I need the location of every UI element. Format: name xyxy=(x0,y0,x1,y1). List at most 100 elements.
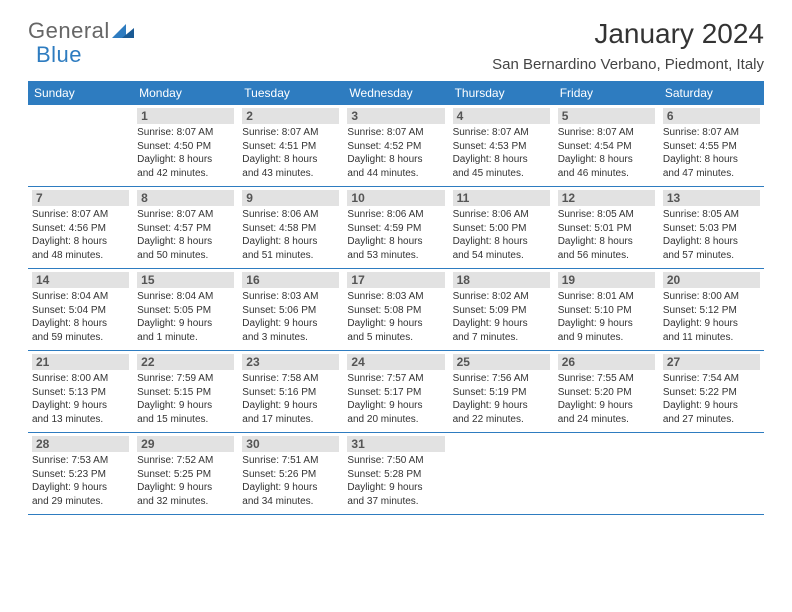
day-number: 4 xyxy=(453,108,550,124)
day-details: Sunrise: 8:07 AMSunset: 4:52 PMDaylight:… xyxy=(347,126,444,180)
day-details: Sunrise: 7:51 AMSunset: 5:26 PMDaylight:… xyxy=(242,454,339,508)
daylight-text: and 9 minutes. xyxy=(558,331,655,345)
daylight-text: Daylight: 9 hours xyxy=(32,399,129,413)
daylight-text: and 13 minutes. xyxy=(32,413,129,427)
logo-word-1: General xyxy=(28,18,110,44)
day-details: Sunrise: 7:55 AMSunset: 5:20 PMDaylight:… xyxy=(558,372,655,426)
logo: General xyxy=(28,18,136,44)
day-number: 16 xyxy=(242,272,339,288)
day-number: 22 xyxy=(137,354,234,370)
sunrise-text: Sunrise: 7:51 AM xyxy=(242,454,339,468)
sunset-text: Sunset: 5:04 PM xyxy=(32,304,129,318)
sunset-text: Sunset: 5:17 PM xyxy=(347,386,444,400)
sunset-text: Sunset: 5:08 PM xyxy=(347,304,444,318)
sunrise-text: Sunrise: 8:06 AM xyxy=(347,208,444,222)
daylight-text: Daylight: 8 hours xyxy=(453,235,550,249)
calendar-day-cell: 17Sunrise: 8:03 AMSunset: 5:08 PMDayligh… xyxy=(343,269,448,351)
sunrise-text: Sunrise: 7:56 AM xyxy=(453,372,550,386)
daylight-text: and 56 minutes. xyxy=(558,249,655,263)
day-details: Sunrise: 8:02 AMSunset: 5:09 PMDaylight:… xyxy=(453,290,550,344)
sunset-text: Sunset: 4:52 PM xyxy=(347,140,444,154)
daylight-text: Daylight: 9 hours xyxy=(137,399,234,413)
sunrise-text: Sunrise: 7:53 AM xyxy=(32,454,129,468)
sunrise-text: Sunrise: 7:54 AM xyxy=(663,372,760,386)
calendar-body: 1Sunrise: 8:07 AMSunset: 4:50 PMDaylight… xyxy=(28,105,764,515)
daylight-text: and 11 minutes. xyxy=(663,331,760,345)
daylight-text: Daylight: 9 hours xyxy=(347,317,444,331)
daylight-text: Daylight: 8 hours xyxy=(242,153,339,167)
day-number: 31 xyxy=(347,436,444,452)
day-details: Sunrise: 8:07 AMSunset: 4:54 PMDaylight:… xyxy=(558,126,655,180)
daylight-text: and 27 minutes. xyxy=(663,413,760,427)
daylight-text: Daylight: 9 hours xyxy=(558,317,655,331)
day-number: 20 xyxy=(663,272,760,288)
daylight-text: and 47 minutes. xyxy=(663,167,760,181)
day-number: 10 xyxy=(347,190,444,206)
daylight-text: Daylight: 9 hours xyxy=(347,399,444,413)
daylight-text: Daylight: 8 hours xyxy=(453,153,550,167)
daylight-text: Daylight: 8 hours xyxy=(32,317,129,331)
sunrise-text: Sunrise: 8:06 AM xyxy=(453,208,550,222)
sunset-text: Sunset: 5:28 PM xyxy=(347,468,444,482)
day-details: Sunrise: 7:54 AMSunset: 5:22 PMDaylight:… xyxy=(663,372,760,426)
calendar-day-cell: 15Sunrise: 8:04 AMSunset: 5:05 PMDayligh… xyxy=(133,269,238,351)
calendar-day-cell xyxy=(659,433,764,515)
calendar-day-cell: 3Sunrise: 8:07 AMSunset: 4:52 PMDaylight… xyxy=(343,105,448,187)
day-details: Sunrise: 8:07 AMSunset: 4:57 PMDaylight:… xyxy=(137,208,234,262)
calendar-day-cell: 31 Sunrise: 7:50 AMSunset: 5:28 PMDayligh… xyxy=(343,433,448,515)
sunset-text: Sunset: 5:20 PM xyxy=(558,386,655,400)
daylight-text: and 48 minutes. xyxy=(32,249,129,263)
day-details: Sunrise: 8:04 AMSunset: 5:04 PMDaylight:… xyxy=(32,290,129,344)
sunset-text: Sunset: 4:57 PM xyxy=(137,222,234,236)
sunset-text: Sunset: 5:23 PM xyxy=(32,468,129,482)
daylight-text: Daylight: 8 hours xyxy=(137,153,234,167)
calendar-day-cell: 19Sunrise: 8:01 AMSunset: 5:10 PMDayligh… xyxy=(554,269,659,351)
day-details: Sunrise: 8:03 AMSunset: 5:06 PMDaylight:… xyxy=(242,290,339,344)
calendar-week-row: 28Sunrise: 7:53 AMSunset: 5:23 PMDayligh… xyxy=(28,433,764,515)
daylight-text: and 7 minutes. xyxy=(453,331,550,345)
day-number: 28 xyxy=(32,436,129,452)
calendar-day-cell: 7Sunrise: 8:07 AMSunset: 4:56 PMDaylight… xyxy=(28,187,133,269)
day-number: 12 xyxy=(558,190,655,206)
daylight-text: Daylight: 9 hours xyxy=(347,481,444,495)
daylight-text: Daylight: 9 hours xyxy=(558,399,655,413)
calendar-day-cell: 1Sunrise: 8:07 AMSunset: 4:50 PMDaylight… xyxy=(133,105,238,187)
daylight-text: and 45 minutes. xyxy=(453,167,550,181)
calendar-day-cell: 30Sunrise: 7:51 AMSunset: 5:26 PMDayligh… xyxy=(238,433,343,515)
header: General January 2024 San Bernardino Verb… xyxy=(0,0,792,73)
sunrise-text: Sunrise: 8:07 AM xyxy=(558,126,655,140)
day-number: 7 xyxy=(32,190,129,206)
day-details: Sunrise: 8:07 AMSunset: 4:50 PMDaylight:… xyxy=(137,126,234,180)
daylight-text: Daylight: 9 hours xyxy=(242,399,339,413)
weekday-header: Saturday xyxy=(659,81,764,105)
daylight-text: and 22 minutes. xyxy=(453,413,550,427)
daylight-text: and 50 minutes. xyxy=(137,249,234,263)
calendar-day-cell xyxy=(449,433,554,515)
sunset-text: Sunset: 5:16 PM xyxy=(242,386,339,400)
daylight-text: Daylight: 9 hours xyxy=(663,399,760,413)
day-details: Sunrise: 7:53 AMSunset: 5:23 PMDaylight:… xyxy=(32,454,129,508)
daylight-text: and 46 minutes. xyxy=(558,167,655,181)
daylight-text: Daylight: 8 hours xyxy=(242,235,339,249)
calendar-day-cell: 12Sunrise: 8:05 AMSunset: 5:01 PMDayligh… xyxy=(554,187,659,269)
logo-triangle-icon xyxy=(112,20,134,43)
day-number: 19 xyxy=(558,272,655,288)
daylight-text: Daylight: 9 hours xyxy=(137,317,234,331)
sunset-text: Sunset: 5:22 PM xyxy=(663,386,760,400)
calendar-day-cell: 10Sunrise: 8:06 AMSunset: 4:59 PMDayligh… xyxy=(343,187,448,269)
calendar-week-row: 7Sunrise: 8:07 AMSunset: 4:56 PMDaylight… xyxy=(28,187,764,269)
calendar-week-row: 1Sunrise: 8:07 AMSunset: 4:50 PMDaylight… xyxy=(28,105,764,187)
day-details: Sunrise: 7:50 AMSunset: 5:28 PMDaylight:… xyxy=(347,454,444,508)
day-details: Sunrise: 7:59 AMSunset: 5:15 PMDaylight:… xyxy=(137,372,234,426)
day-details: Sunrise: 8:00 AMSunset: 5:12 PMDaylight:… xyxy=(663,290,760,344)
sunset-text: Sunset: 5:05 PM xyxy=(137,304,234,318)
calendar-day-cell: 29Sunrise: 7:52 AMSunset: 5:25 PMDayligh… xyxy=(133,433,238,515)
day-details: Sunrise: 8:03 AMSunset: 5:08 PMDaylight:… xyxy=(347,290,444,344)
title-block: January 2024 San Bernardino Verbano, Pie… xyxy=(492,18,764,73)
calendar-day-cell: 11Sunrise: 8:06 AMSunset: 5:00 PMDayligh… xyxy=(449,187,554,269)
sunset-text: Sunset: 4:58 PM xyxy=(242,222,339,236)
daylight-text: and 57 minutes. xyxy=(663,249,760,263)
sunrise-text: Sunrise: 8:04 AM xyxy=(137,290,234,304)
daylight-text: and 1 minute. xyxy=(137,331,234,345)
daylight-text: and 5 minutes. xyxy=(347,331,444,345)
